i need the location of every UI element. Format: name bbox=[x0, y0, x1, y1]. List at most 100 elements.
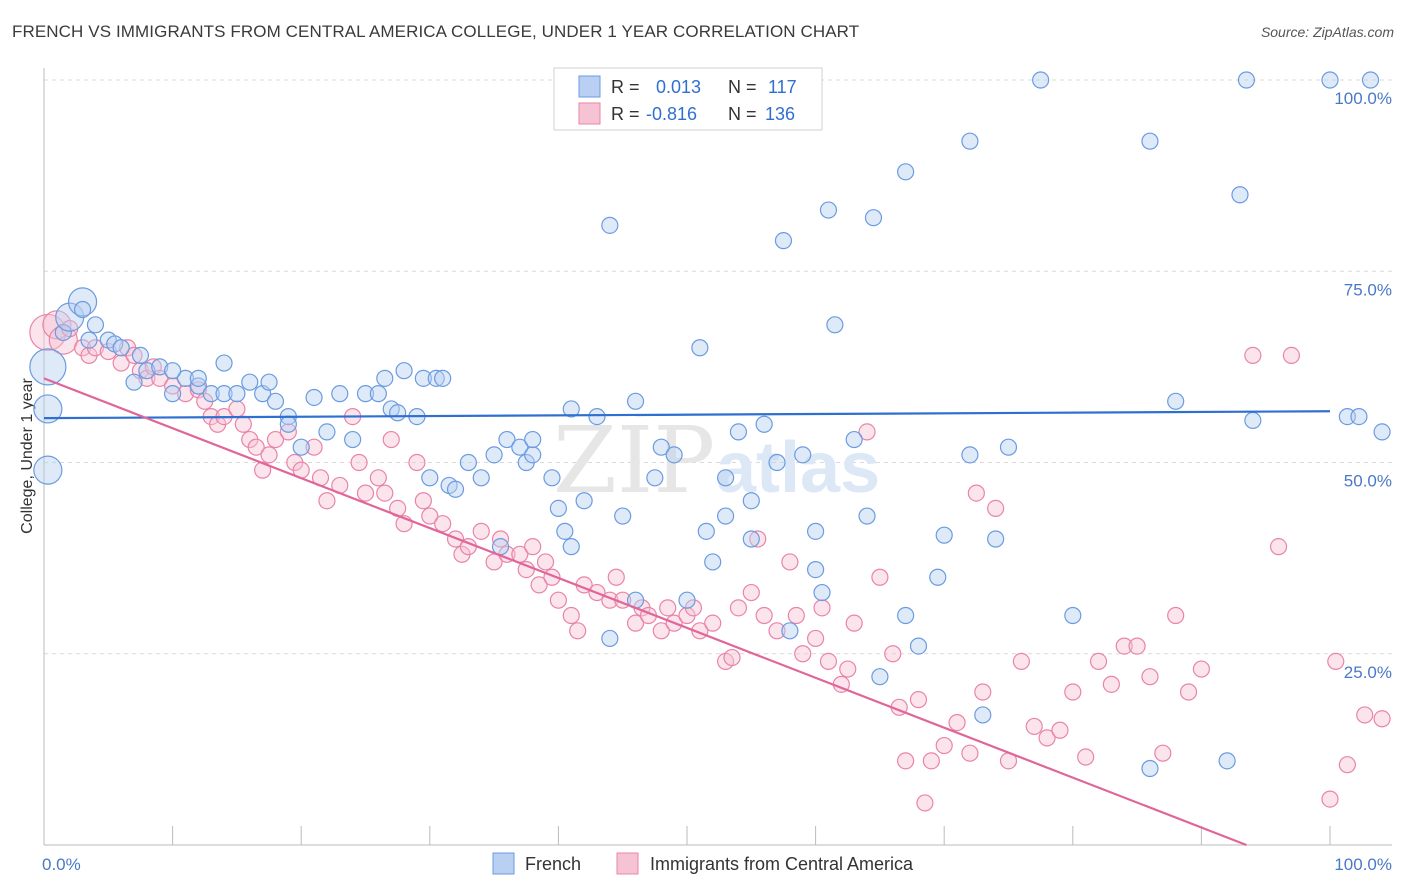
french-point bbox=[260, 373, 278, 391]
french-point bbox=[73, 300, 92, 319]
immigrants-point bbox=[806, 629, 825, 648]
french-point bbox=[806, 560, 825, 579]
immigrants-point bbox=[176, 385, 195, 403]
chart-title: FRENCH VS IMMIGRANTS FROM CENTRAL AMERIC… bbox=[12, 22, 860, 41]
french-point bbox=[626, 392, 645, 410]
immigrants-point bbox=[350, 453, 368, 472]
immigrants-point bbox=[607, 568, 625, 586]
immigrants-point bbox=[549, 591, 568, 609]
y-tick-label-100: 100.0% bbox=[1334, 89, 1392, 108]
french-point bbox=[164, 362, 182, 380]
immigrants-point bbox=[408, 453, 426, 472]
x-tick-label-max: 100.0% bbox=[1334, 855, 1392, 874]
french-point bbox=[131, 346, 150, 364]
french-point bbox=[729, 423, 748, 441]
immigrants-point bbox=[1327, 652, 1345, 671]
french-point bbox=[376, 369, 394, 387]
french-n-label: N = bbox=[728, 77, 757, 97]
immigrants-point bbox=[1356, 706, 1374, 724]
french-point bbox=[678, 591, 696, 609]
immigrants-point bbox=[1089, 652, 1108, 671]
immigrants-point bbox=[376, 484, 394, 502]
immigrants-legend-swatch bbox=[578, 102, 601, 125]
french-point bbox=[151, 358, 169, 376]
french-point bbox=[511, 438, 529, 456]
immigrants-point bbox=[305, 438, 323, 456]
series-legend: French Immigrants from Central America bbox=[492, 852, 914, 875]
immigrants-point bbox=[723, 648, 741, 667]
french-point bbox=[189, 369, 207, 387]
trend-lines bbox=[43, 377, 1331, 847]
french-point bbox=[781, 622, 799, 640]
french-point bbox=[601, 629, 619, 648]
immigrants-point bbox=[260, 446, 278, 464]
immigrants-point bbox=[228, 400, 246, 418]
immigrants-point bbox=[961, 744, 979, 762]
french-point bbox=[614, 507, 632, 525]
immigrants-point bbox=[434, 515, 452, 533]
french-point bbox=[665, 446, 683, 464]
immigrants-point bbox=[749, 530, 767, 548]
immigrants-point bbox=[768, 622, 786, 640]
immigrants-point bbox=[1373, 710, 1391, 728]
immigrants-point bbox=[1141, 668, 1159, 686]
immigrants-series-swatch bbox=[616, 852, 639, 875]
french-point bbox=[389, 404, 407, 422]
french-point bbox=[716, 469, 735, 487]
immigrants-point bbox=[897, 752, 915, 770]
immigrants-point bbox=[1102, 675, 1120, 693]
french-point bbox=[768, 453, 786, 472]
immigrants-point bbox=[755, 606, 773, 625]
french-point bbox=[331, 385, 349, 403]
french-point bbox=[774, 232, 793, 250]
french-point bbox=[112, 339, 130, 357]
immigrants-point bbox=[1321, 790, 1339, 808]
immigrants-point bbox=[569, 622, 587, 640]
french-point bbox=[1064, 606, 1082, 625]
french-point bbox=[241, 373, 259, 391]
french-point bbox=[1141, 132, 1159, 150]
immigrants-point bbox=[967, 484, 985, 502]
french-point bbox=[414, 369, 432, 387]
immigrants-point bbox=[1038, 729, 1056, 747]
immigrants-point bbox=[472, 522, 490, 540]
immigrants-point bbox=[742, 583, 760, 602]
stats-legend: R = 0.013 N = 117 R = -0.816 N = 136 bbox=[553, 67, 823, 131]
french-n-value: 117 bbox=[768, 77, 797, 97]
french-point bbox=[897, 606, 915, 625]
immigrants-point bbox=[112, 354, 130, 372]
french-point bbox=[845, 430, 863, 449]
immigrants-point bbox=[884, 645, 902, 663]
immigrants-point bbox=[974, 683, 992, 701]
french-point bbox=[742, 492, 760, 510]
immigrants-point bbox=[871, 568, 889, 586]
french-point bbox=[556, 522, 574, 540]
immigrants-point bbox=[1025, 717, 1043, 736]
french-point bbox=[266, 392, 285, 410]
immigrants-point bbox=[1179, 683, 1198, 701]
y-tick-label-50: 50.0% bbox=[1344, 472, 1392, 491]
french-point bbox=[1321, 71, 1339, 89]
french-point bbox=[794, 446, 812, 464]
immigrants-point bbox=[125, 346, 143, 364]
french-point bbox=[691, 339, 709, 357]
french-point bbox=[742, 530, 760, 548]
immigrants-point bbox=[1115, 637, 1133, 655]
french-point bbox=[524, 430, 542, 449]
immigrants-point bbox=[935, 736, 953, 755]
immigrants-point bbox=[948, 713, 966, 732]
immigrants-point bbox=[839, 660, 857, 678]
immigrants-point bbox=[794, 645, 812, 663]
french-point bbox=[1218, 752, 1236, 770]
french-point bbox=[138, 362, 156, 380]
immigrants-point bbox=[382, 430, 400, 449]
french-point bbox=[1237, 71, 1256, 89]
french-legend-swatch bbox=[578, 75, 601, 98]
french-point bbox=[125, 373, 143, 391]
french-point bbox=[755, 415, 773, 433]
french-point bbox=[1361, 71, 1380, 89]
french-point bbox=[826, 316, 844, 334]
immigrants-point bbox=[369, 469, 387, 487]
immigrants-point bbox=[916, 794, 934, 812]
